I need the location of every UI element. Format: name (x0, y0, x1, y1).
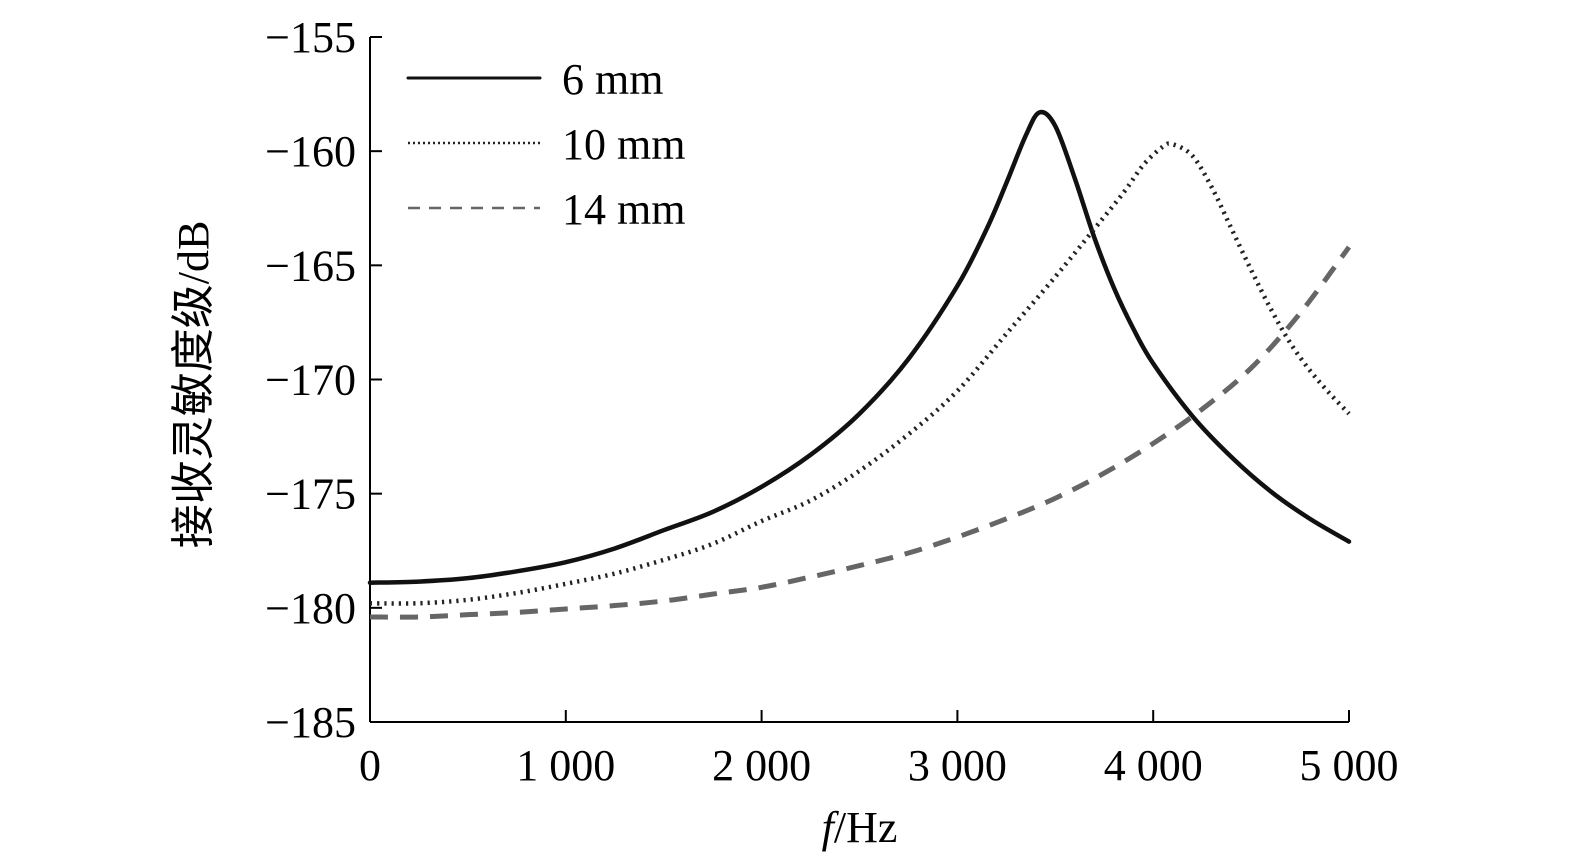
legend-label: 14 mm (562, 185, 685, 234)
axes (369, 37, 1349, 723)
x-tick-label: 3 000 (908, 741, 1007, 790)
legend-label: 6 mm (562, 55, 663, 104)
x-tick-label: 5 000 (1300, 741, 1399, 790)
x-axis-title-unit: /Hz (834, 803, 898, 852)
series-layer (367, 109, 1352, 620)
y-tick-label: −165 (265, 241, 356, 290)
series-line-14-mm (369, 245, 1352, 620)
x-tick-label: 4 000 (1104, 741, 1203, 790)
y-tick-label: −160 (265, 127, 356, 176)
series-line-6-mm (367, 109, 1352, 585)
legend: 6 mm 10 mm 14 mm (406, 55, 685, 234)
x-ticks: 0 1 000 2 000 3 000 4 000 5 000 (359, 710, 1399, 790)
y-axis-title: 接收灵敏度级/dB (169, 221, 218, 549)
y-tick-label: −155 (265, 13, 356, 62)
x-axis-title: f/Hz (822, 803, 898, 852)
x-tick-label: 0 (359, 741, 381, 790)
x-tick-label: 1 000 (516, 741, 615, 790)
y-ticks: −155 −160 −165 −170 −175 −180 −185 (265, 13, 382, 747)
x-tick-label: 2 000 (712, 741, 811, 790)
series-line-10-mm (369, 141, 1351, 606)
y-tick-label: −175 (265, 470, 356, 519)
y-tick-label: −185 (265, 698, 356, 747)
legend-label: 10 mm (562, 120, 685, 169)
y-tick-label: −180 (265, 584, 356, 633)
y-tick-label: −170 (265, 356, 356, 405)
